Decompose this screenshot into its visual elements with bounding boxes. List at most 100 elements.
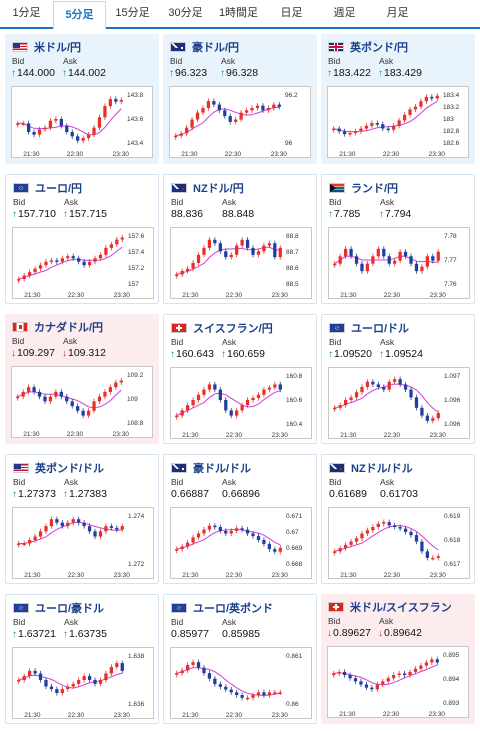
candlestick-chart[interactable]: 183.4 183.2 183 182.8 182.6 21:30 22:30 23:30 [327,86,469,158]
rate-card[interactable]: ユーロ/ドル Bid Ask ↑1.09520 ↑1.09524 1.097 1.096 1.… [321,314,475,444]
candle-body [77,680,81,684]
candlestick-chart[interactable]: 96.2 96 21:30 22:30 23:30 [169,86,311,158]
pair-header[interactable]: NZドル/円 [171,180,244,196]
rate-card[interactable]: 米ドル/円 Bid Ask ↑144.000 ↑144.002 143.8 143.6 143… [5,34,159,164]
candlestick-chart[interactable]: 109.2 109 108.8 21:30 22:30 23:30 [11,366,153,438]
candle-body [244,110,249,113]
tab-7[interactable]: 週足 [333,7,356,19]
rate-card[interactable]: ランド/円 Bid Ask ↑7.785 ↑7.794 7.78 7.77 7.76 21:30… [321,174,475,304]
rate-card[interactable]: ユーロ/豪ドル Bid Ask ↑1.63721 ↑1.63735 1.638 1.636 2… [5,594,159,724]
pair-name[interactable]: ユーロ/ドル [351,323,410,335]
tab-5[interactable]: 1時間足 [218,7,259,19]
rate-card[interactable]: 米ドル/スイスフラン Bid Ask ↓0.89627 ↓0.89642 0.895 0.8… [321,594,475,724]
candle-body [77,258,81,262]
candlestick-chart[interactable]: 1.097 1.096 1.096 21:30 22:30 23:30 [328,367,470,439]
pair-name[interactable]: NZドル/ドル [351,463,413,475]
pair-header[interactable]: ユーロ/ドル [329,320,409,336]
pair-header[interactable]: 米ドル/円 [12,39,81,55]
pair-name[interactable]: 英ポンド/ドル [35,463,105,475]
pair-header[interactable]: カナダドル/円 [12,319,103,335]
flag-icon [171,323,187,333]
pair-name[interactable]: ユーロ/豪ドル [35,603,105,615]
candlestick-chart[interactable]: 0.895 0.894 0.893 21:30 22:30 23:30 [327,646,469,718]
rate-card[interactable]: 英ポンド/円 Bid Ask ↑183.422 ↑183.429 183.4 183.2 18… [321,34,475,164]
candle-body [364,684,369,688]
candlestick-chart[interactable]: 1.638 1.636 21:30 22:30 23:30 [12,647,154,719]
pair-header[interactable]: NZドル/ドル [329,460,413,476]
bid-price: 1.27373 [18,488,56,500]
arrow-up-icon: ↑ [220,68,225,79]
rate-card[interactable]: NZドル/円 Bid Ask 88.836 88.848 88.8 88.7 88.6 88.5… [163,174,317,304]
candle-body [337,671,341,674]
candle-body [424,96,429,102]
pair-header[interactable]: スイスフラン/円 [171,320,273,336]
pair-name[interactable]: ランド/円 [351,183,399,195]
pair-name[interactable]: カナダドル/円 [34,322,104,334]
pair-name[interactable]: 豪ドル/円 [192,42,240,54]
rate-card[interactable]: 豪ドル/ドル Bid Ask 0.66887 0.66896 0.671 0.67 0.669… [163,454,317,584]
bid-price: 7.785 [334,208,361,220]
tab-4[interactable]: 30分足 [168,7,203,19]
candle-body [425,415,430,421]
candlestick-chart[interactable]: 1.274 1.272 21:30 22:30 23:30 [12,507,154,579]
pair-name[interactable]: スイスフラン/円 [193,323,273,335]
candle-body [196,533,201,538]
pair-name[interactable]: ユーロ/円 [35,183,83,195]
rate-card[interactable]: ユーロ/英ポンド Bid Ask 0.85977 0.85985 0.861 0.86 21:… [163,594,317,724]
candlestick-chart[interactable]: 88.8 88.7 88.6 88.5 21:30 22:30 23:30 [170,227,312,299]
candle-body [273,549,277,552]
tab-1[interactable]: 1分足 [12,7,41,19]
candlestick-chart[interactable]: 0.671 0.67 0.669 0.668 21:30 22:30 23:30 [170,507,312,579]
candle-body [212,101,216,105]
pair-header[interactable]: ユーロ/円 [13,180,82,196]
pair-name[interactable]: NZドル/円 [193,183,244,195]
pair-name[interactable]: 米ドル/円 [34,42,82,54]
pair-header[interactable]: 英ポンド/ドル [13,460,104,476]
candle-body [54,119,58,121]
bid-value: ↓0.89627 [327,627,371,639]
candlestick-chart[interactable]: 0.619 0.618 0.617 21:30 22:30 23:30 [328,507,470,579]
y-tick-label: 0.619 [444,513,461,520]
y-tick-label: 0.617 [444,561,461,568]
y-tick-label: 1.096 [444,397,461,404]
candle-body [245,529,250,534]
rate-card[interactable]: カナダドル/円 Bid Ask ↓109.297 ↓109.312 109.2 109 108… [5,314,159,444]
pair-header[interactable]: ランド/円 [329,180,398,196]
pair-header[interactable]: 豪ドル/円 [170,39,239,55]
bid-price: 88.836 [171,208,204,220]
pair-header[interactable]: ユーロ/豪ドル [13,600,104,616]
candle-body [409,531,413,536]
pair-name[interactable]: 英ポンド/円 [350,42,409,54]
ask-price: 0.85985 [222,628,260,640]
rate-card[interactable]: 豪ドル/円 Bid Ask ↑96.323 ↑96.328 96.2 96 21:30 22:3… [163,34,317,164]
pair-name[interactable]: ユーロ/英ポンド [193,603,274,615]
pair-name[interactable]: 米ドル/スイスフラン [350,602,452,614]
candle-body [403,528,408,532]
candlestick-chart[interactable]: 0.861 0.86 21:30 22:30 23:30 [170,647,312,719]
pair-header[interactable]: 豪ドル/ドル [171,460,251,476]
candle-body [109,244,114,248]
pair-header[interactable]: 米ドル/スイスフラン [328,599,452,615]
candle-body [229,410,233,416]
candlestick-chart[interactable]: 143.8 143.6 143.4 21:30 22:30 23:30 [11,86,153,158]
tab-6[interactable]: 日足 [280,7,303,19]
pair-header[interactable]: ユーロ/英ポンド [171,600,273,616]
candle-body [414,397,419,408]
pair-header[interactable]: 英ポンド/円 [328,39,408,55]
rate-card[interactable]: スイスフラン/円 Bid Ask ↑160.643 ↑160.659 160.8 160.6… [163,314,317,444]
tab-8[interactable]: 月足 [386,7,409,19]
candle-body [32,132,36,135]
ask-label: Ask [380,477,395,487]
candle-body [235,692,239,696]
rate-card[interactable]: NZドル/ドル Bid Ask 0.61689 0.61703 0.619 0.618 0.6… [321,454,475,584]
bid-value: ↑160.643 [170,348,214,360]
candlestick-chart[interactable]: 160.8 160.6 160.4 21:30 22:30 23:30 [170,367,312,439]
y-tick-label: 157.4 [128,249,145,256]
tab-3[interactable]: 15分足 [115,7,150,19]
candlestick-chart[interactable]: 157.6 157.4 157.2 157 21:30 22:30 23:30 [12,227,154,299]
rate-card[interactable]: ユーロ/円 Bid Ask ↑157.710 ↑157.715 157.6 157.4 157… [5,174,159,304]
candlestick-chart[interactable]: 7.78 7.77 7.76 21:30 22:30 23:30 [328,227,470,299]
pair-name[interactable]: 豪ドル/ドル [193,463,252,475]
rate-card[interactable]: 英ポンド/ドル Bid Ask ↑1.27373 ↑1.27383 1.274 1.272 2… [5,454,159,584]
tab-2[interactable]: 5分足 [53,1,106,29]
